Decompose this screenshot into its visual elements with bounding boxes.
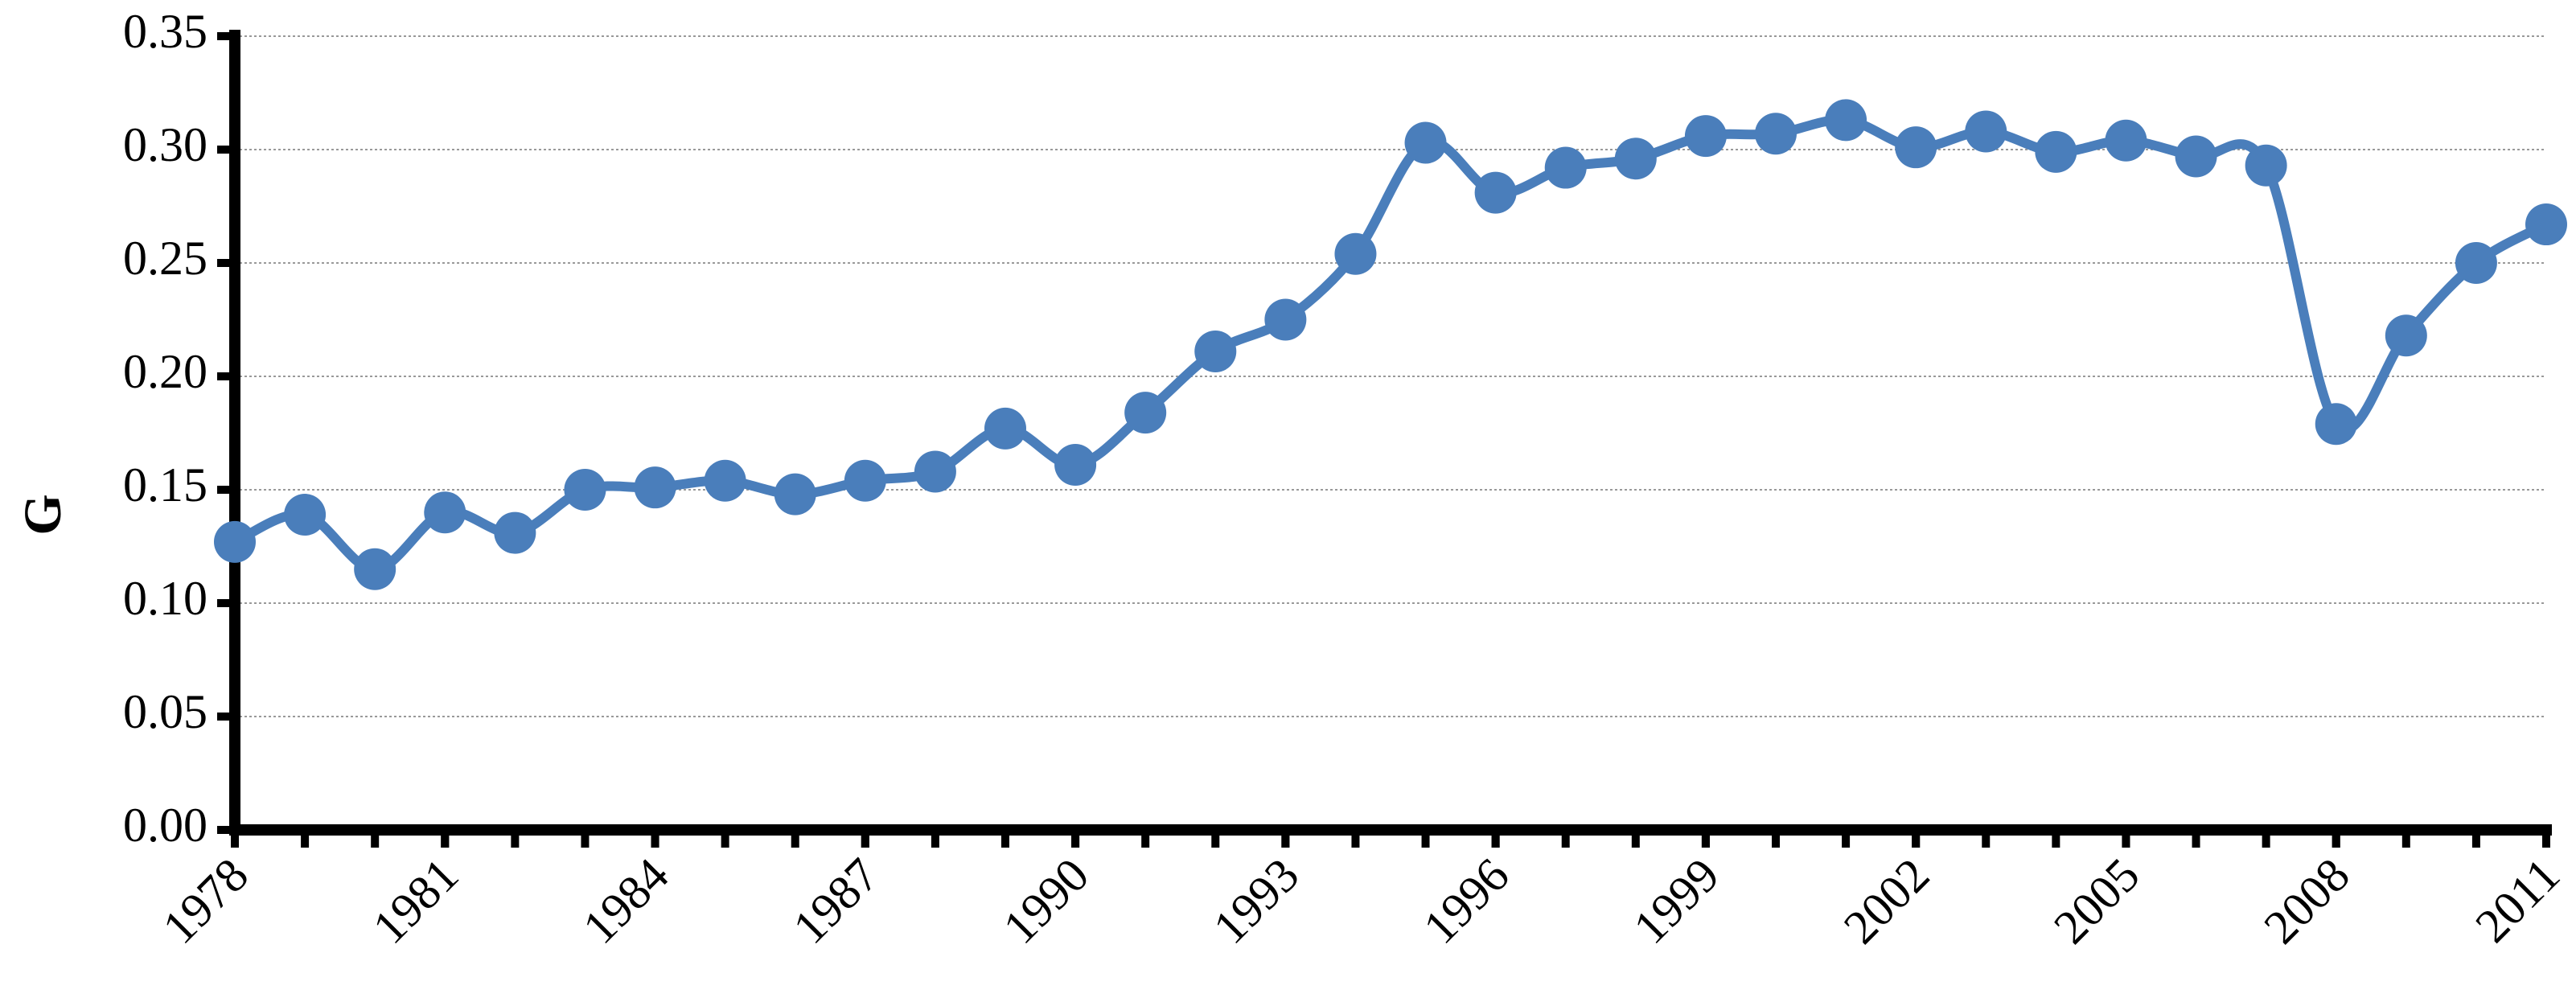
y-tick-label: 0.25 [123, 232, 207, 285]
x-tick-label: 2002 [1834, 848, 1940, 955]
y-axis-label: G [14, 494, 72, 535]
data-point [2175, 135, 2217, 178]
y-tick-label: 0.35 [123, 5, 207, 58]
data-point [1054, 443, 1097, 486]
data-point [1124, 392, 1167, 434]
data-point [1684, 115, 1727, 158]
data-point [2525, 203, 2567, 246]
data-point [1965, 110, 2007, 153]
y-tick-label: 0.10 [123, 572, 207, 625]
y-tick-label: 0.30 [123, 118, 207, 171]
x-tick-label: 2008 [2253, 848, 2360, 955]
data-point [284, 494, 327, 536]
data-point [2245, 144, 2287, 187]
data-point [1334, 232, 1377, 275]
data-point [2035, 130, 2077, 173]
data-point [354, 548, 396, 590]
x-tick-label: 1999 [1624, 848, 1730, 955]
y-tick-label: 0.20 [123, 345, 207, 398]
x-tick-label: 1996 [1413, 848, 1519, 955]
y-tick-label: 0.00 [123, 799, 207, 852]
data-point [1264, 298, 1307, 341]
data-point [1544, 146, 1587, 189]
data-point [914, 450, 956, 493]
data-point [1825, 99, 1867, 142]
y-tick-label: 0.15 [123, 458, 207, 511]
data-point [1755, 113, 1797, 155]
data-point [494, 511, 536, 554]
x-tick-label: 1978 [153, 848, 259, 955]
data-point [774, 473, 816, 515]
x-tick-label: 1981 [363, 848, 469, 955]
y-tick-label: 0.05 [123, 685, 207, 738]
data-point [2105, 119, 2147, 162]
data-point [1194, 330, 1237, 372]
data-point [564, 469, 606, 511]
data-point [2385, 314, 2427, 357]
data-point [1895, 126, 1937, 169]
data-point [1474, 171, 1517, 214]
x-tick-label: 1993 [1203, 848, 1309, 955]
data-point [2315, 403, 2357, 446]
data-point [634, 466, 676, 509]
x-tick-label: 1987 [783, 848, 889, 955]
x-tick-label: 2011 [2465, 848, 2570, 953]
data-point [704, 459, 746, 502]
x-tick-label: 1990 [993, 848, 1099, 955]
data-point [984, 407, 1026, 450]
data-point [1404, 121, 1447, 164]
data-point [844, 459, 886, 502]
x-tick-label: 2005 [2044, 848, 2150, 955]
data-point [2455, 242, 2497, 284]
data-point [424, 491, 466, 534]
data-point [214, 520, 256, 563]
x-tick-label: 1984 [573, 848, 679, 955]
data-point [1614, 138, 1657, 180]
